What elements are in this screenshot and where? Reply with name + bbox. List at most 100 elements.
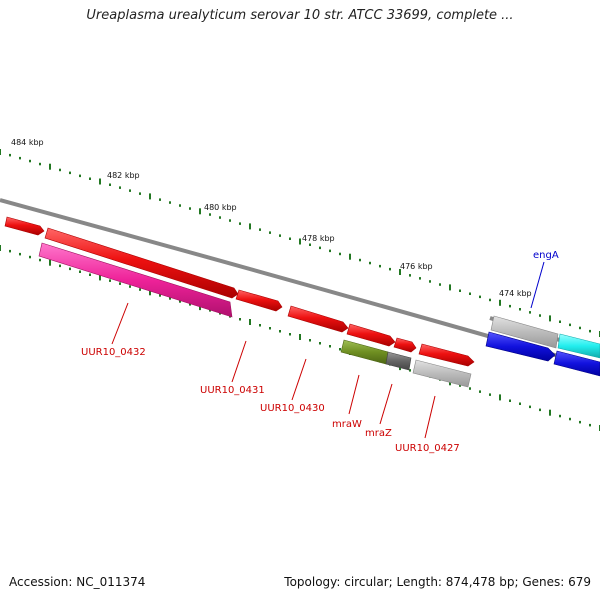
lower-tick-31 xyxy=(309,339,311,342)
lower-tick-6 xyxy=(59,264,61,268)
upper-tick-50 xyxy=(499,299,501,306)
lower-tick-17 xyxy=(169,297,171,300)
upper-tick-12 xyxy=(119,186,121,189)
upper-tick-18 xyxy=(179,204,181,207)
upper-tick-6 xyxy=(59,168,61,172)
gene-arrow-mraW-upper[interactable] xyxy=(346,323,396,347)
upper-tick-13 xyxy=(129,189,131,192)
upper-tick-7 xyxy=(69,171,71,175)
upper-tick-21 xyxy=(209,213,211,216)
upper-tick-2 xyxy=(19,156,21,160)
upper-tick-41 xyxy=(409,274,411,277)
gene-label-UUR10_0427[interactable]: UUR10_0427 xyxy=(395,443,460,454)
leader-UUR10_0427 xyxy=(424,395,436,439)
gene-arrow-UUR10_0432-upper[interactable] xyxy=(44,227,239,299)
gene-arrow-UUR10_0432[interactable] xyxy=(38,242,233,318)
tick-label-474: 474 kbp xyxy=(499,289,532,298)
upper-tick-15 xyxy=(149,193,151,200)
gene-arrow-UUR10_0427-upper[interactable] xyxy=(418,343,475,367)
lower-tick-29 xyxy=(289,333,291,336)
upper-tick-11 xyxy=(109,183,111,186)
upper-tick-25 xyxy=(249,223,251,230)
upper-tick-19 xyxy=(189,207,191,210)
lower-tick-16 xyxy=(159,294,161,297)
upper-tick-59 xyxy=(589,329,591,333)
lower-tick-10 xyxy=(99,274,101,281)
lower-tick-50 xyxy=(499,394,501,401)
gene-arrow-UUR10_0431[interactable] xyxy=(235,289,283,312)
gene-label-UUR10_0430[interactable]: UUR10_0430 xyxy=(260,403,325,414)
lower-tick-51 xyxy=(509,399,511,402)
upper-tick-47 xyxy=(469,292,471,295)
upper-tick-57 xyxy=(569,323,571,327)
tick-label-476: 476 kbp xyxy=(400,262,433,271)
gene-arrow-UUR10_0430[interactable] xyxy=(287,305,349,333)
lower-tick-24 xyxy=(239,318,241,321)
upper-tick-22 xyxy=(219,216,221,219)
gene-arrow-mraZ-upper[interactable] xyxy=(393,337,417,353)
lower-tick-56 xyxy=(559,414,561,418)
upper-tick-dots xyxy=(0,149,600,337)
upper-tick-32 xyxy=(319,246,321,250)
lower-tick-52 xyxy=(519,402,521,405)
lower-tick-15 xyxy=(149,289,151,296)
tick-label-478: 478 kbp xyxy=(302,234,335,243)
lower-tick-13 xyxy=(129,285,131,288)
gene-arrow-blue-2[interactable] xyxy=(553,350,600,377)
gene-label-UUR10_0432[interactable]: UUR10_0432 xyxy=(81,347,146,358)
upper-tick-51 xyxy=(509,304,511,308)
lower-tick-34 xyxy=(339,348,341,351)
leader-mraW xyxy=(348,374,360,415)
upper-tick-5 xyxy=(49,163,51,170)
upper-tick-17 xyxy=(169,201,171,204)
tick-label-482: 482 kbp xyxy=(107,171,140,180)
upper-tick-31 xyxy=(309,243,311,246)
tick-label-480: 480 kbp xyxy=(204,203,237,212)
gene-arrow-484k[interactable] xyxy=(4,216,45,236)
upper-tick-36 xyxy=(359,258,361,262)
gene-label-engA[interactable]: engA xyxy=(533,250,559,261)
upper-tick-54 xyxy=(539,314,541,317)
upper-tick-34 xyxy=(339,252,341,256)
upper-tick-52 xyxy=(519,308,521,311)
gene-label-mraZ[interactable]: mraZ xyxy=(365,428,392,439)
lower-tick-5 xyxy=(49,259,51,266)
lower-tick-4 xyxy=(39,258,41,262)
upper-tick-33 xyxy=(329,249,331,253)
upper-tick-44 xyxy=(439,283,441,286)
upper-tick-20 xyxy=(199,208,201,215)
gene-label-mraW[interactable]: mraW xyxy=(332,419,362,430)
upper-tick-24 xyxy=(239,222,241,225)
gene-arrow-grey-474k[interactable] xyxy=(490,315,559,349)
lower-tick-41 xyxy=(409,369,411,372)
lower-tick-49 xyxy=(489,393,491,396)
genome-summary-text: Topology: circular; Length: 874,478 bp; … xyxy=(284,575,591,589)
gene-arrow-engA-cyan[interactable] xyxy=(557,333,600,359)
gene-arrow-engA[interactable] xyxy=(485,331,556,362)
upper-tick-56 xyxy=(559,320,561,323)
gene-label-UUR10_0431[interactable]: UUR10_0431 xyxy=(200,385,265,396)
lower-tick-58 xyxy=(579,420,581,424)
upper-tick-8 xyxy=(79,174,81,178)
lower-tick-8 xyxy=(79,270,81,273)
lower-tick-55 xyxy=(549,409,551,416)
upper-tick-40 xyxy=(399,269,401,275)
gene-arrow-UUR10_0427[interactable] xyxy=(412,359,472,388)
gene-track-forward xyxy=(4,216,600,388)
upper-tick-28 xyxy=(279,234,281,237)
lower-tick-28 xyxy=(279,330,281,333)
lower-tick-26 xyxy=(259,324,261,327)
upper-tick-37 xyxy=(369,261,371,265)
upper-tick-23 xyxy=(229,219,231,222)
leader-UUR10_0432 xyxy=(111,302,129,345)
lower-tick-0 xyxy=(0,245,1,251)
lower-tick-19 xyxy=(189,303,191,306)
upper-tick-46 xyxy=(459,289,461,292)
lower-tick-33 xyxy=(329,345,331,348)
upper-tick-49 xyxy=(489,298,491,302)
gene-arrow-mraZ[interactable] xyxy=(385,351,412,371)
upper-tick-27 xyxy=(269,231,271,234)
lower-tick-46 xyxy=(459,384,461,387)
upper-tick-42 xyxy=(419,277,421,280)
upper-tick-10 xyxy=(99,178,101,185)
